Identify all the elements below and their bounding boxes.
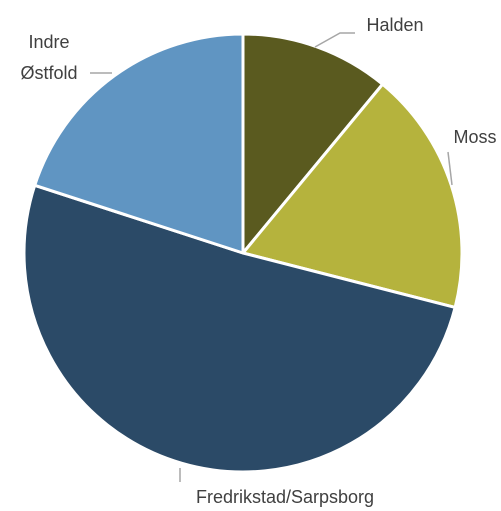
leader-line [447, 151, 453, 186]
pie-slice [241, 32, 385, 255]
pie-slice [22, 183, 457, 474]
pie-slice [241, 82, 464, 309]
slice-label: Moss [453, 127, 497, 147]
slice-label: Halden [366, 15, 424, 35]
pie-slice [33, 32, 245, 255]
slice-label: Indre Østfold [20, 32, 78, 83]
slice-label: Fredrikstad/Sarpsborg [195, 487, 375, 507]
leader-line [314, 32, 355, 48]
